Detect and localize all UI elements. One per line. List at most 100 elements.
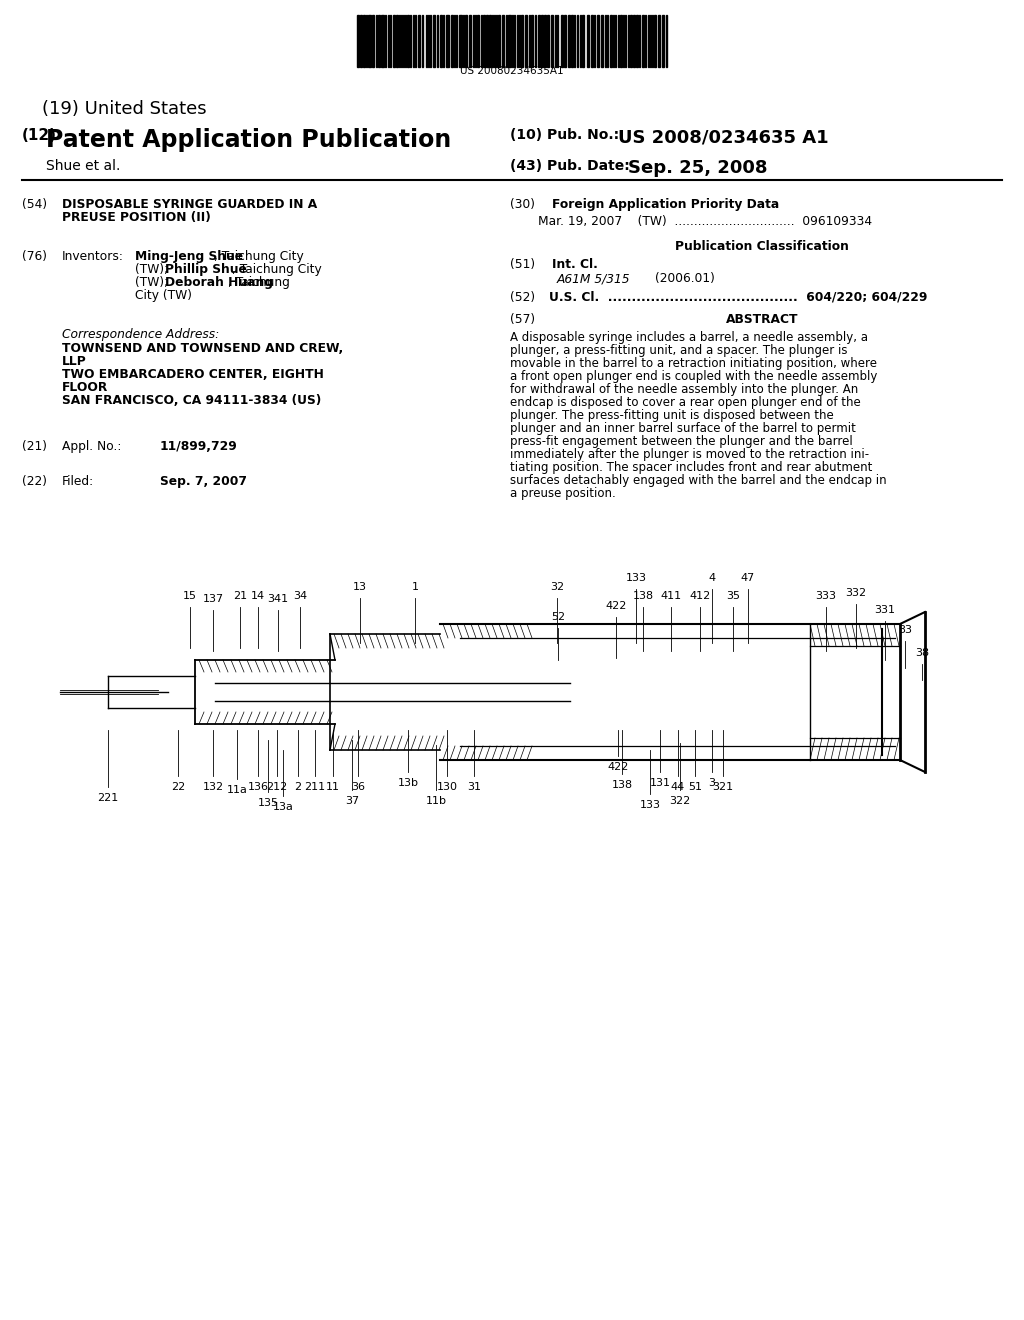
Bar [393,15,395,67]
Text: Appl. No.:: Appl. No.: [62,440,122,453]
Bar [469,15,471,67]
Text: US 2008/0234635 A1: US 2008/0234635 A1 [618,128,828,147]
Text: 422: 422 [607,762,629,772]
Text: 133: 133 [640,800,660,810]
Text: Shue et al.: Shue et al. [46,158,121,173]
Bar [362,15,365,67]
Text: 11/899,729: 11/899,729 [160,440,238,453]
Text: FLOOR: FLOOR [62,381,109,393]
Text: 321: 321 [713,781,733,792]
Bar [451,15,453,67]
Bar [440,15,442,67]
Bar [571,15,573,67]
Bar [360,15,362,67]
Text: 13a: 13a [272,803,294,812]
Text: 47: 47 [741,573,755,583]
Bar [662,15,664,67]
Text: 136: 136 [248,781,268,792]
Bar [568,15,570,67]
Bar [381,15,384,67]
Text: 11a: 11a [226,785,248,795]
Text: A disposable syringe includes a barrel, a needle assembly, a: A disposable syringe includes a barrel, … [510,331,868,345]
Text: 35: 35 [726,591,740,601]
Bar [654,15,656,67]
Text: Ming-Jeng Shue: Ming-Jeng Shue [135,249,243,263]
Text: Foreign Application Priority Data: Foreign Application Priority Data [552,198,779,211]
Text: Deborah Huang: Deborah Huang [165,276,273,289]
Text: Filed:: Filed: [62,475,94,488]
Text: 13: 13 [353,582,367,591]
Text: 332: 332 [846,587,866,598]
Text: Phillip Shue: Phillip Shue [165,263,247,276]
Bar [564,15,566,67]
Bar [446,15,449,67]
Bar [538,15,540,67]
Text: (10) Pub. No.:: (10) Pub. No.: [510,128,620,143]
Bar [521,15,523,67]
Bar [486,15,488,67]
Text: movable in the barrel to a retraction initiating position, where: movable in the barrel to a retraction in… [510,356,877,370]
Text: Patent Application Publication: Patent Application Publication [46,128,452,152]
Text: (TW);: (TW); [135,276,172,289]
Text: (12): (12) [22,128,57,143]
Text: a preuse position.: a preuse position. [510,487,615,500]
Bar [620,15,622,67]
Text: 137: 137 [203,594,223,605]
Text: TOWNSEND AND TOWNSEND AND CREW,: TOWNSEND AND TOWNSEND AND CREW, [62,342,343,355]
Bar [525,15,527,67]
Bar [489,15,490,67]
Text: (30): (30) [510,198,535,211]
Text: a front open plunger end is coupled with the needle assembly: a front open plunger end is coupled with… [510,370,878,383]
Text: surfaces detachably engaged with the barrel and the endcap in: surfaces detachably engaged with the bar… [510,474,887,487]
Bar [587,15,589,67]
Bar [502,15,504,67]
Text: 36: 36 [351,781,365,792]
Bar [407,15,409,67]
Bar [658,15,660,67]
Text: 132: 132 [203,781,223,792]
Text: 37: 37 [345,796,359,807]
Text: 51: 51 [688,781,702,792]
Text: (57): (57) [510,313,536,326]
Text: 333: 333 [815,591,837,601]
Text: PREUSE POSITION (II): PREUSE POSITION (II) [62,211,211,224]
Text: 411: 411 [660,591,682,601]
Bar [561,15,563,67]
Bar [378,15,380,67]
Text: tiating position. The spacer includes front and rear abutment: tiating position. The spacer includes fr… [510,461,872,474]
Text: 221: 221 [97,793,119,803]
Text: Sep. 25, 2008: Sep. 25, 2008 [628,158,768,177]
Text: 1: 1 [412,582,419,591]
Text: 3: 3 [709,777,716,788]
Text: Sep. 7, 2007: Sep. 7, 2007 [160,475,247,488]
Bar [368,15,371,67]
Text: U.S. Cl.  ........................................  604/220; 604/229: U.S. Cl. ...............................… [549,290,928,304]
Text: plunger. The press-fitting unit is disposed between the: plunger. The press-fitting unit is dispo… [510,409,834,422]
Text: 135: 135 [257,799,279,808]
Bar [433,15,435,67]
Text: (52): (52) [510,290,536,304]
Text: , Taichung City: , Taichung City [232,263,322,276]
Text: 138: 138 [633,591,653,601]
Text: 130: 130 [436,781,458,792]
Bar [597,15,599,67]
Text: 322: 322 [670,796,690,807]
Text: 11b: 11b [426,796,446,807]
Bar [582,15,584,67]
Bar [636,15,638,67]
Bar [396,15,398,67]
Text: (2006.01): (2006.01) [655,272,715,285]
Text: 34: 34 [293,591,307,601]
Text: , Taichung City: , Taichung City [214,249,304,263]
Text: plunger and an inner barrel surface of the barrel to permit: plunger and an inner barrel surface of t… [510,422,856,436]
Text: 31: 31 [467,781,481,792]
Text: LLP: LLP [62,355,87,368]
Text: 14: 14 [251,591,265,601]
Text: (43) Pub. Date:: (43) Pub. Date: [510,158,630,173]
Text: TWO EMBARCADERO CENTER, EIGHTH: TWO EMBARCADERO CENTER, EIGHTH [62,368,324,381]
Text: 133: 133 [626,573,646,583]
Text: (22): (22) [22,475,47,488]
Text: 13b: 13b [397,777,419,788]
Text: 4: 4 [709,573,716,583]
Text: 131: 131 [649,777,671,788]
